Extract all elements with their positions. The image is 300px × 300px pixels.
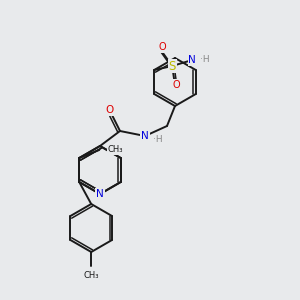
- Text: O: O: [158, 42, 166, 52]
- Text: CH₃: CH₃: [83, 271, 99, 280]
- Text: N: N: [141, 131, 149, 141]
- Text: O: O: [172, 80, 180, 90]
- Text: ·H: ·H: [200, 55, 210, 64]
- Text: N: N: [188, 55, 196, 65]
- Text: ·H: ·H: [153, 136, 163, 145]
- Text: N: N: [96, 189, 104, 199]
- Text: O: O: [105, 105, 113, 115]
- Text: CH₃: CH₃: [107, 146, 123, 154]
- Text: S: S: [169, 59, 176, 73]
